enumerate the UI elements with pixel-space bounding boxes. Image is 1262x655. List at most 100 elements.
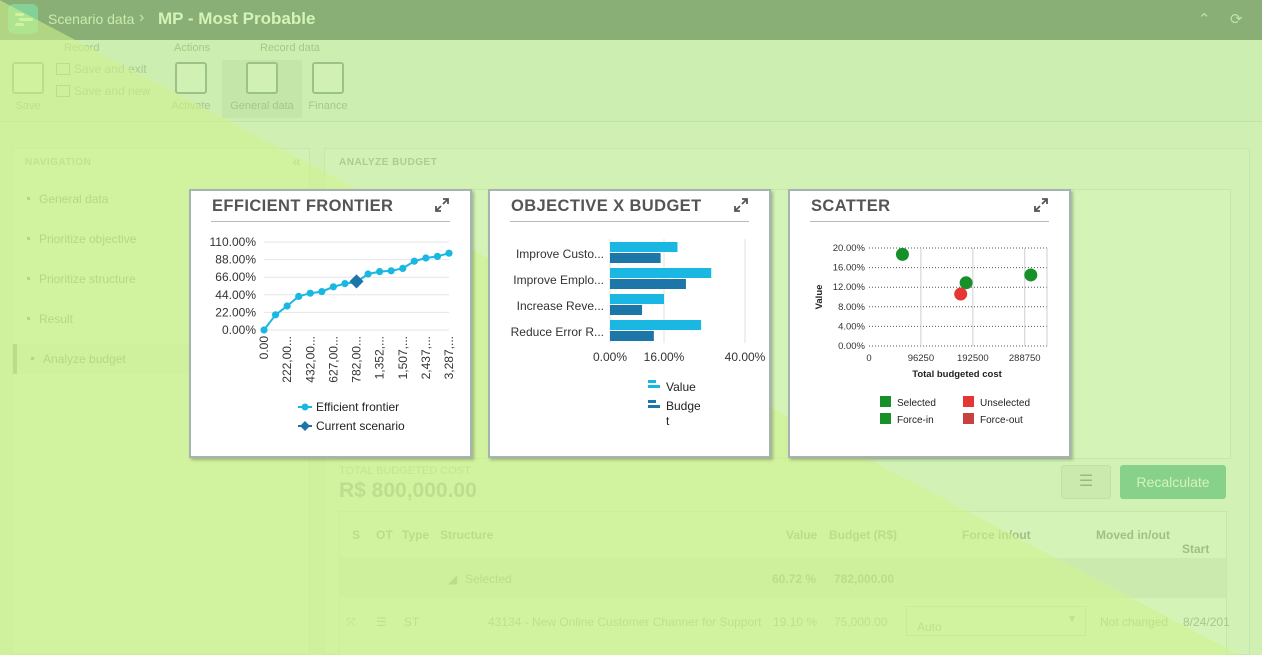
x-tick-label: 192500	[957, 353, 989, 364]
legend-swatch	[963, 413, 974, 424]
list-icon: ☰	[1078, 473, 1094, 490]
data-point	[399, 264, 407, 272]
legend-swatch	[880, 396, 891, 407]
data-point	[422, 254, 430, 262]
breadcrumb[interactable]: Scenario data	[48, 11, 135, 27]
total-budgeted-cost-label: TOTAL BUDGETED COST	[339, 465, 471, 477]
y-category-label: Improve Emplo...	[513, 273, 604, 287]
x-tick-label: 288750	[1009, 353, 1041, 364]
legend-swatch-value	[648, 385, 660, 388]
refresh-icon[interactable]: ⟳	[1230, 11, 1243, 28]
legend-swatch-budget	[648, 400, 656, 403]
row-status-icon[interactable]: ⤧	[346, 615, 356, 629]
group-label-actions: Actions	[174, 42, 211, 54]
y-axis-label: Value	[814, 285, 825, 310]
save-exit-icon	[56, 63, 70, 75]
x-tick-label: 1,507,...	[396, 336, 410, 379]
collapse-up-icon[interactable]: ⌃	[1198, 11, 1211, 28]
x-tick-label: 0	[866, 353, 871, 364]
data-point	[410, 257, 418, 265]
data-point	[306, 289, 314, 297]
double-chevron-left-icon[interactable]: «	[292, 153, 301, 170]
x-tick-label: 0.00	[257, 336, 271, 360]
row-structure[interactable]: 43134 - New Online Customer Channer for …	[488, 615, 762, 629]
group-label: Selected	[465, 572, 512, 586]
col-header-s[interactable]: S	[352, 528, 361, 542]
y-tick-label: 110.00%	[210, 235, 257, 249]
save-and-exit-button[interactable]: Save and exit	[56, 62, 147, 76]
scatter-point-selected	[1024, 268, 1038, 282]
list-view-button[interactable]: ☰	[1061, 465, 1111, 499]
y-tick-label: 20.00%	[833, 243, 866, 254]
legend-label: Current scenario	[316, 419, 405, 433]
col-header-force[interactable]: Force in/out	[962, 528, 1031, 542]
x-tick-label: 627,00...	[326, 336, 340, 383]
col-header-start[interactable]: Start	[1182, 542, 1210, 556]
group-value: 60.72 %	[772, 572, 817, 586]
row-type: ST	[404, 615, 420, 629]
y-tick-label: 44.00%	[215, 288, 256, 302]
row-value: 19.10 %	[773, 615, 818, 629]
navigation-heading: NAVIGATION	[25, 157, 92, 168]
data-point	[445, 249, 453, 257]
save-button[interactable]: Save	[0, 62, 56, 112]
bar-value	[610, 320, 702, 330]
col-header-value[interactable]: Value	[786, 528, 818, 542]
col-header-moved[interactable]: Moved in/out	[1096, 528, 1170, 542]
table-group-row[interactable]: ◢ Selected 60.72 % 782,000.00	[340, 558, 1226, 598]
group-budget: 782,000.00	[834, 572, 895, 586]
col-header-ot[interactable]: OT	[376, 528, 393, 542]
legend-marker	[301, 403, 309, 411]
scatter-point-selected	[959, 276, 973, 290]
force-select-value: Auto	[917, 620, 942, 634]
col-header-budget[interactable]: Budget (R$)	[829, 528, 897, 542]
activate-label: Activate	[171, 100, 211, 112]
y-tick-label: 12.00%	[833, 282, 866, 293]
group-collapse-icon[interactable]: ◢	[448, 572, 458, 586]
data-point	[271, 311, 280, 319]
scatter-point-selected	[895, 247, 909, 261]
app-logo-icon[interactable]	[8, 4, 38, 34]
y-tick-label: 66.00%	[215, 270, 256, 284]
general-data-button[interactable]: General data	[222, 60, 302, 118]
activate-button[interactable]: Activate	[163, 62, 219, 112]
expand-icon[interactable]	[434, 197, 450, 213]
save-and-new-label: Save and new	[74, 84, 151, 98]
legend-label: Efficient frontier	[316, 400, 399, 414]
bar-budget	[610, 305, 643, 315]
row-type-icon: ☰	[376, 615, 387, 629]
x-tick-label: 3,287,...	[442, 336, 456, 379]
legend-label: Budge	[666, 399, 701, 413]
objective-budget-title: OBJECTIVE X BUDGET	[511, 197, 702, 215]
scatter-point-unselected	[954, 287, 968, 301]
save-and-new-button[interactable]: Save and new	[56, 84, 150, 98]
y-tick-label: 0.00%	[838, 341, 865, 352]
col-header-type[interactable]: Type	[402, 528, 430, 542]
data-point	[295, 292, 303, 300]
main-heading: ANALYZE BUDGET	[339, 157, 438, 168]
legend-swatch	[880, 413, 891, 424]
table-row[interactable]: ⤧ ☰ ST 43134 - New Online Customer Chann…	[340, 602, 1230, 644]
total-budgeted-cost-value: R$ 800,000.00	[339, 479, 477, 502]
expand-icon[interactable]	[1033, 197, 1049, 213]
recalculate-button[interactable]: Recalculate	[1120, 465, 1226, 499]
y-category-label: Reduce Error R...	[511, 325, 604, 339]
x-tick-label: 40.00%	[725, 350, 766, 364]
y-tick-label: 0.00%	[222, 323, 256, 337]
finance-button[interactable]: Finance	[300, 62, 356, 112]
group-label-record: Record	[64, 42, 100, 54]
data-point	[364, 270, 372, 278]
x-axis-label: Total budgeted cost	[912, 369, 1002, 380]
chevron-right-icon: ›	[139, 9, 145, 26]
bar-value	[610, 268, 712, 278]
expand-icon[interactable]	[733, 197, 749, 213]
data-point	[260, 326, 268, 334]
force-in-out-select[interactable]: Auto ▼	[906, 606, 1086, 636]
col-header-structure[interactable]: Structure	[440, 528, 494, 542]
efficient-frontier-card: EFFICIENT FRONTIER 110.00% 88.00% 66.00% 44…	[189, 189, 472, 458]
data-point	[329, 283, 337, 291]
efficient-frontier-title: EFFICIENT FRONTIER	[212, 197, 394, 215]
legend-label: Selected	[897, 398, 936, 409]
legend-marker	[300, 421, 310, 431]
data-point	[387, 267, 395, 275]
